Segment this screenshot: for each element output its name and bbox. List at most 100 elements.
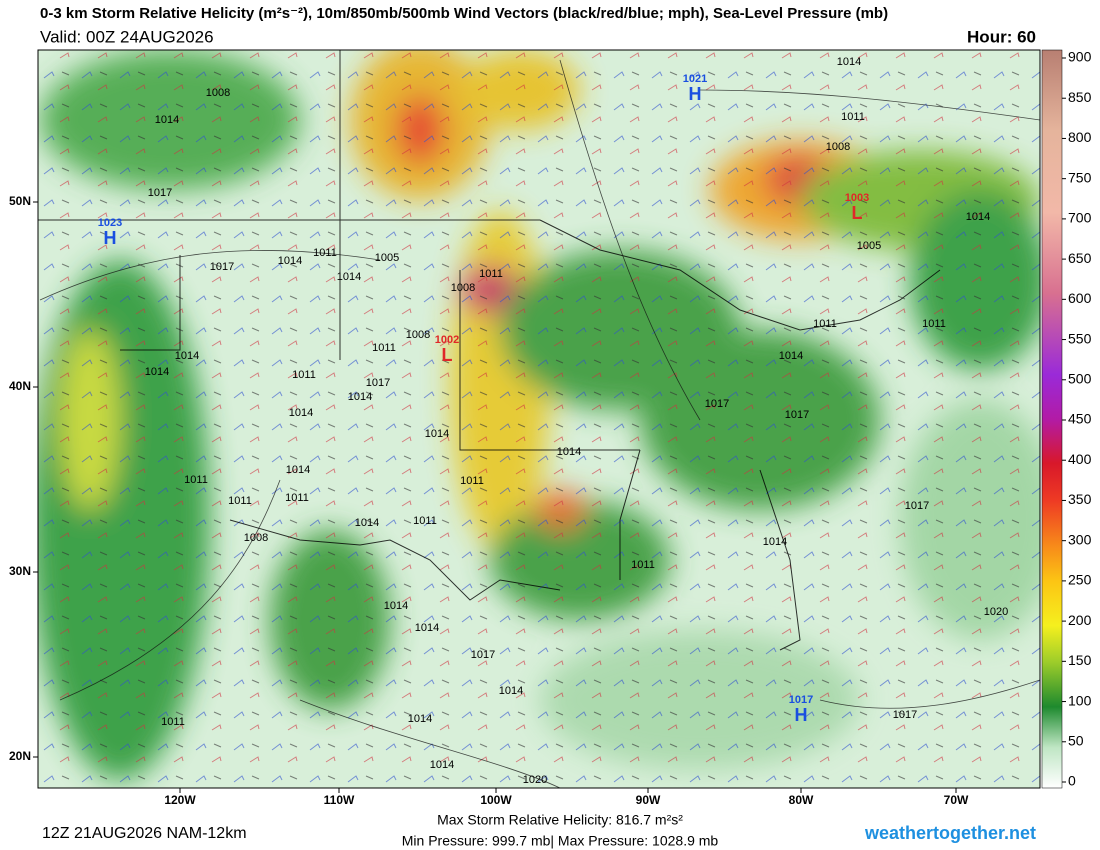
colorbar-label: 450 (1068, 411, 1092, 427)
isobar-label: 1017 (471, 649, 495, 661)
isobar-label: 1017 (210, 261, 234, 273)
colorbar-label: 500 (1068, 370, 1092, 386)
boundaries (38, 50, 941, 651)
colorbar-label: 850 (1068, 89, 1092, 105)
colorbar-label: 600 (1068, 290, 1092, 306)
pressure-center-label: 1003 (845, 192, 869, 204)
lon-label: 100W (480, 793, 512, 807)
isobars (39, 59, 1040, 788)
isobar-label: 1014 (425, 428, 449, 440)
lon-label: 110W (324, 793, 355, 807)
pressure-center-symbol: H (795, 705, 808, 725)
colorbar-label: 700 (1068, 210, 1092, 226)
isobar-label: 1014 (966, 211, 990, 223)
isobar-label: 1020 (523, 774, 547, 786)
lon-label: 90W (636, 793, 661, 807)
pressure-range: Min Pressure: 999.7 mb| Max Pressure: 10… (402, 833, 719, 849)
lon-label: 70W (944, 793, 969, 807)
colorbar-label: 350 (1068, 491, 1092, 507)
isobar-label: 1014 (779, 350, 803, 362)
isobar-label: 1011 (631, 559, 655, 571)
lon-label: 80W (789, 793, 814, 807)
forecast-hour: Hour: 60 (967, 27, 1036, 46)
isobar-label: 1014 (355, 517, 379, 529)
lon-label: 120W (164, 793, 196, 807)
isobar-label: 1017 (905, 500, 929, 512)
isobar-label: 1014 (430, 759, 454, 771)
isobar-label: 1008 (206, 87, 230, 99)
colorbar-label: 400 (1068, 451, 1092, 467)
isobar-label: 1014 (415, 622, 439, 634)
isobar-label: 1008 (826, 141, 850, 153)
pressure-center-symbol: H (689, 84, 702, 104)
lat-label: 50N (9, 194, 31, 208)
isobar-label: 1005 (375, 252, 399, 264)
isobar-label: 1014 (763, 536, 787, 548)
colorbar (1041, 49, 1063, 789)
isobar-label: 1011 (313, 247, 337, 259)
isobar-label: 1014 (557, 446, 581, 458)
colorbar-label: 200 (1068, 612, 1092, 628)
colorbar-label: 100 (1068, 692, 1092, 708)
max-helicity: Max Storm Relative Helicity: 816.7 m²s² (437, 812, 683, 828)
pressure-center-label: 1023 (98, 217, 122, 229)
isobar-label: 1011 (841, 111, 865, 123)
lat-label: 30N (9, 564, 31, 578)
title: 0-3 km Storm Relative Helicity (m²s⁻²), … (40, 5, 888, 22)
site-name: weathertogether.net (864, 823, 1036, 843)
isobar-label: 1011 (413, 515, 437, 527)
colorbar-label: 150 (1068, 652, 1092, 668)
isobar-label: 1011 (922, 318, 946, 330)
isobar-label: 1014 (408, 713, 432, 725)
isobar-label: 1017 (148, 187, 172, 199)
pressure-center-symbol: H (104, 228, 117, 248)
colorbar-label: 50 (1068, 732, 1084, 748)
isobar-label: 1005 (857, 240, 881, 252)
isobar-label: 1020 (984, 606, 1008, 618)
isobar-label: 1014 (155, 114, 179, 126)
isobar-label: 1011 (460, 475, 484, 487)
isobar-label: 1014 (145, 366, 169, 378)
lat-label: 40N (9, 379, 31, 393)
isobar-label: 1014 (286, 464, 310, 476)
valid-time: Valid: 00Z 24AUG2026 (40, 27, 214, 46)
isobar-label: 1011 (813, 318, 837, 330)
isobar-label: 1011 (479, 268, 503, 280)
isobar-label: 1014 (337, 271, 361, 283)
colorbar-label: 250 (1068, 572, 1092, 588)
isobar-label: 1017 (785, 409, 809, 421)
colorbar-label: 750 (1068, 169, 1092, 185)
isobar-label: 1008 (451, 282, 475, 294)
colorbar-label: 0 (1068, 773, 1076, 789)
isobar-label: 1008 (244, 532, 268, 544)
isobar-label: 1014 (837, 56, 861, 68)
model-run: 12Z 21AUG2026 NAM-12km (42, 825, 247, 842)
isobar-label: 1011 (184, 474, 208, 486)
lat-label: 20N (9, 749, 31, 763)
isobar-label: 1008 (406, 329, 430, 341)
isobar-label: 1011 (285, 492, 309, 504)
colorbar-label: 300 (1068, 531, 1092, 547)
isobar-label: 1014 (175, 350, 199, 362)
isobar-label: 1014 (499, 685, 523, 697)
isobar-label: 1011 (292, 369, 316, 381)
pressure-center-symbol: L (852, 203, 863, 223)
isobar-label: 1011 (161, 716, 185, 728)
isobar-label: 1017 (893, 709, 917, 721)
pressure-center-label: 1017 (789, 694, 813, 706)
map-area (38, 50, 1040, 788)
isobar-label: 1017 (366, 377, 390, 389)
colorbar-label: 550 (1068, 330, 1092, 346)
pressure-center-label: 1021 (683, 73, 707, 85)
isobar-label: 1011 (372, 342, 396, 354)
pressure-center-label: 1002 (435, 334, 459, 346)
isobar-label: 1011 (228, 495, 252, 507)
isobar-label: 1014 (384, 600, 408, 612)
isobar-label: 1014 (289, 407, 313, 419)
colorbar-label: 650 (1068, 250, 1092, 266)
colorbar-label: 900 (1068, 49, 1092, 65)
isobar-label: 1014 (348, 391, 372, 403)
pressure-center-symbol: L (442, 345, 453, 365)
